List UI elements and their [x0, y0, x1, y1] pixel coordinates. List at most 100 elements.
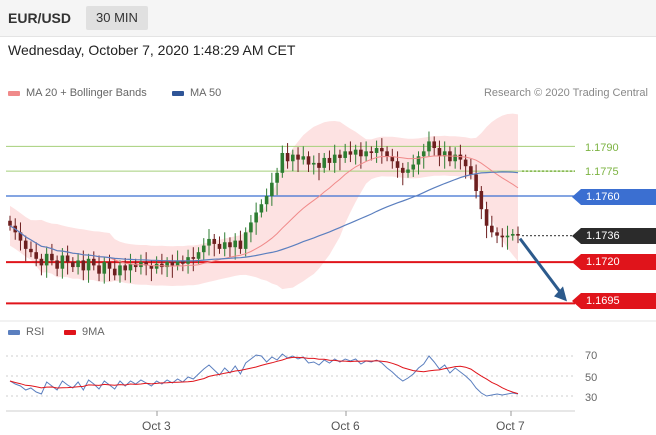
support-tag-1695: 1.1695: [572, 293, 656, 309]
candle-body: [55, 260, 59, 269]
candle-body: [181, 260, 185, 264]
candle-body: [442, 151, 447, 157]
legend-ma50-label: MA 50: [190, 87, 222, 99]
candle-body: [238, 240, 243, 249]
level-label-1775: 1.1775: [585, 166, 619, 178]
candle-body: [453, 154, 457, 162]
candle-body: [81, 260, 86, 271]
candle-body: [301, 156, 306, 160]
candle-body: [474, 174, 478, 192]
candle-body: [437, 148, 442, 157]
candle-body: [427, 141, 431, 152]
candle-body: [275, 172, 279, 183]
candle-body: [149, 265, 154, 269]
last-price-tag: 1.1736: [572, 228, 656, 244]
level-tag-1760: 1.1760: [572, 189, 656, 205]
candle-body: [175, 260, 180, 266]
candle-body: [495, 232, 499, 236]
candle-body: [212, 238, 217, 244]
candle-body: [191, 257, 196, 259]
candle-body: [406, 169, 410, 173]
level-label-1790: 1.1790: [585, 142, 619, 154]
x-label-oct6: Oct 6: [331, 419, 360, 433]
candle-body: [505, 235, 510, 238]
rsi-swatch: [8, 329, 20, 335]
candle-body: [374, 148, 379, 153]
datetime-label: Wednesday, October 7, 2020 1:48:29 AM CE…: [8, 42, 296, 58]
ma20-swatch: [8, 90, 20, 96]
candle-body: [479, 191, 484, 210]
candle-body: [322, 157, 327, 168]
candle-body: [249, 222, 253, 233]
candle-body: [353, 149, 358, 155]
top-bar: EUR/USD 30 MIN: [0, 0, 656, 37]
x-label-oct7: Oct 7: [496, 419, 525, 433]
rsi-level-50: 50: [585, 372, 598, 384]
symbol-label: EUR/USD: [8, 10, 72, 26]
timeframe-button[interactable]: 30 MIN: [86, 6, 148, 30]
rsi-ma-swatch: [64, 329, 76, 335]
candle-body: [154, 263, 159, 269]
candle-body: [102, 262, 107, 274]
candle-body: [421, 151, 426, 157]
candle-body: [34, 252, 38, 259]
candle-body: [338, 154, 342, 158]
candle-body: [469, 166, 473, 175]
candle-body: [29, 248, 33, 253]
candle-body: [112, 268, 117, 276]
candle-body: [280, 152, 285, 173]
candle-body: [39, 258, 44, 266]
moving-averages-layer: [9, 155, 519, 267]
legend-ma20: MA 20 + Bollinger Bands: [8, 87, 147, 99]
candle-body: [343, 151, 347, 158]
candle-body: [364, 151, 368, 157]
legend-9ma: 9MA: [64, 326, 105, 338]
candle-body: [458, 154, 463, 160]
legend-ma50: MA 50: [172, 87, 221, 99]
candle-body: [123, 265, 128, 271]
candle-body: [317, 162, 321, 168]
candle-body: [291, 154, 295, 162]
candle-body: [432, 141, 437, 149]
candle-body: [516, 233, 520, 236]
candle-body: [395, 161, 400, 168]
candle-body: [348, 151, 353, 155]
candle-body: [23, 240, 28, 249]
candle-body: [327, 157, 332, 163]
forecast-arrow-shaft: [518, 237, 564, 296]
candle-body: [50, 253, 54, 261]
candle-body: [369, 151, 374, 153]
candle-body: [71, 262, 75, 268]
legend-9ma-label: 9MA: [82, 326, 105, 338]
candle-body: [86, 258, 91, 271]
rsi-ma-line: [9, 356, 519, 395]
candle-body: [490, 225, 494, 233]
candle-body: [385, 151, 389, 157]
rsi-level-70: 70: [585, 350, 598, 362]
legend-rsi-label: RSI: [26, 326, 45, 338]
candle-body: [196, 252, 201, 259]
candle-body: [217, 243, 222, 249]
candle-body: [264, 195, 269, 205]
candle-body: [233, 240, 237, 248]
candles-layer: [8, 131, 520, 284]
candle-body: [128, 263, 133, 271]
candle-body: [400, 167, 405, 173]
candle-body: [311, 162, 316, 165]
candle-body: [207, 238, 211, 246]
candle-body: [270, 182, 274, 196]
candle-body: [254, 212, 258, 223]
candle-body: [380, 148, 384, 152]
candle-body: [8, 220, 12, 226]
rsi-level-30: 30: [585, 392, 598, 404]
rsi-layer: [6, 353, 575, 397]
candle-body: [65, 255, 70, 263]
candle-body: [222, 242, 227, 249]
candle-body: [107, 262, 112, 269]
credit-label: Research © 2020 Trading Central: [483, 87, 648, 99]
x-axis-layer: [0, 320, 656, 416]
candle-body: [306, 156, 311, 165]
candle-body: [285, 152, 290, 162]
candle-body: [484, 209, 489, 226]
